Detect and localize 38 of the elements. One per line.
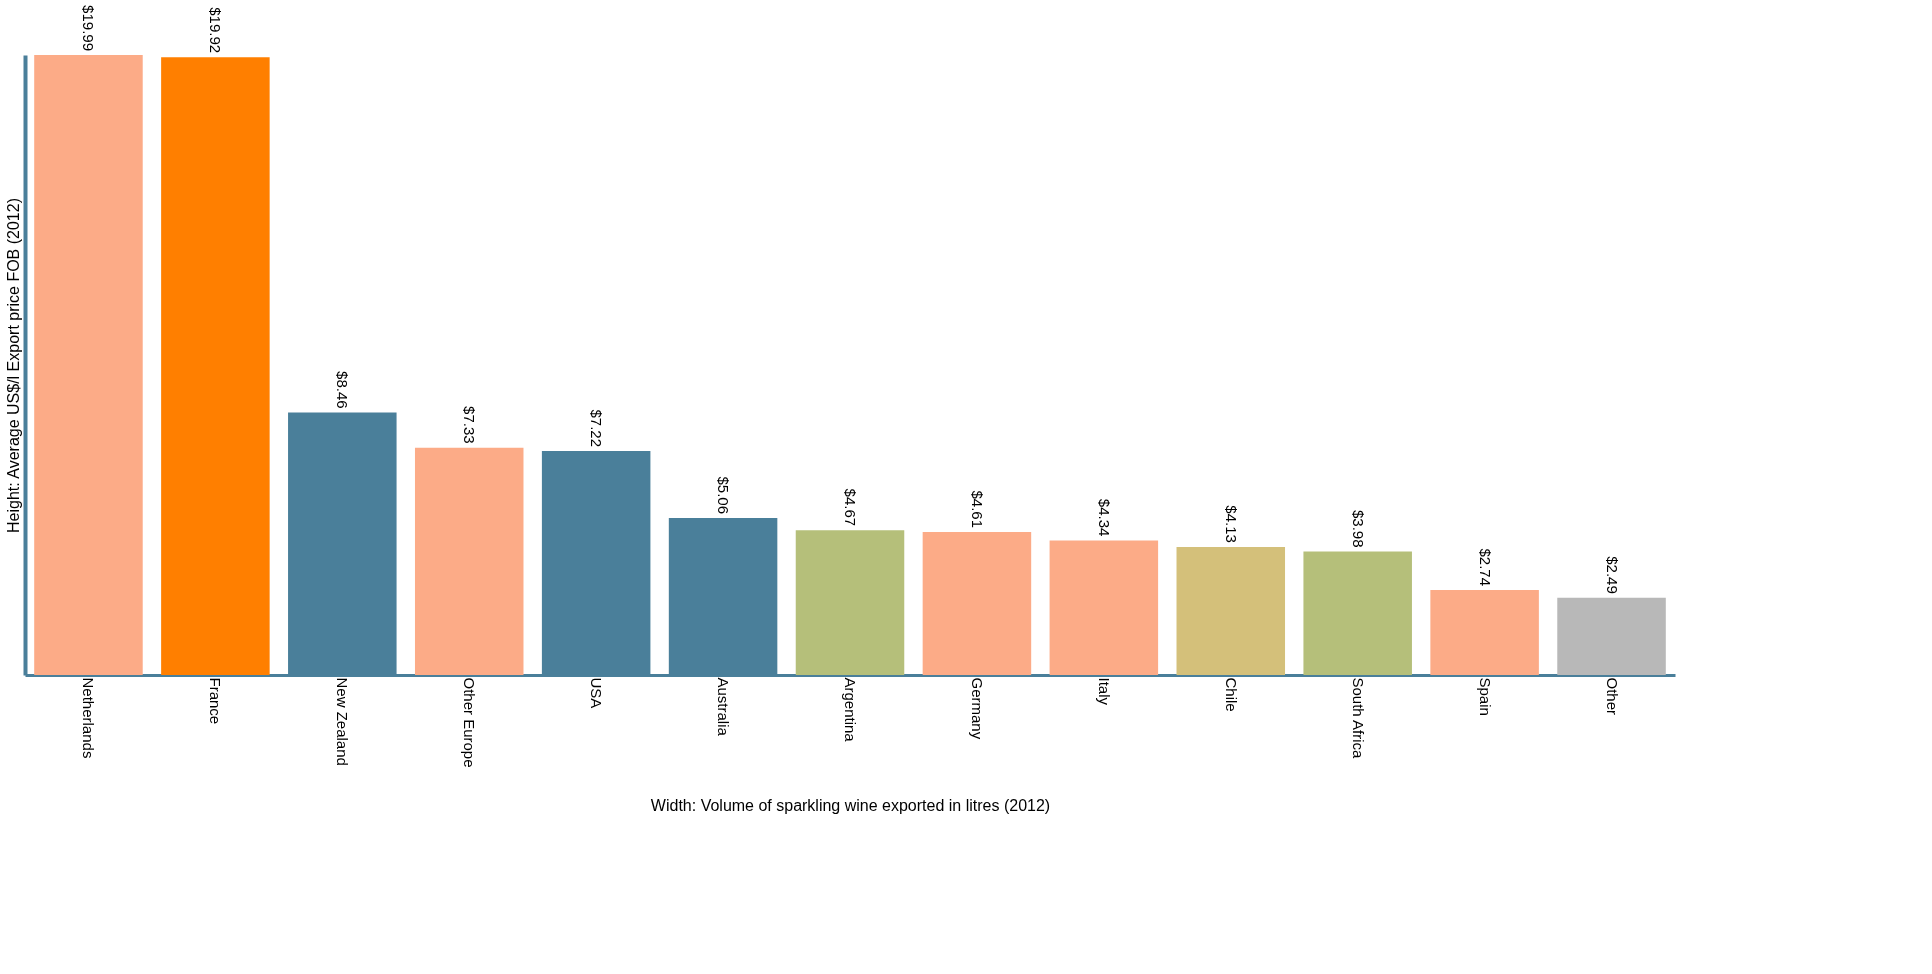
bar	[161, 57, 270, 675]
x-tick-label: New Zealand	[334, 677, 352, 766]
bar	[1303, 551, 1412, 675]
x-tick-label: Argentina	[842, 677, 859, 743]
x-tick-label: Italy	[1095, 677, 1113, 706]
data-label: $4.67	[842, 488, 859, 527]
x-tick-label: Other	[1603, 677, 1621, 716]
x-axis-title: Width: Volume of sparkling wine exported in litres (2012)	[650, 796, 1051, 814]
y-axis-title: Height: Average US$/l Export price FOB (2012)	[4, 198, 22, 533]
x-tick-label: Germany	[968, 677, 986, 740]
data-label: $19.99	[80, 5, 98, 51]
data-label: $2.74	[1476, 548, 1494, 587]
data-label: $7.22	[588, 409, 606, 448]
data-label: $4.34	[1095, 498, 1113, 537]
bar	[1430, 590, 1539, 675]
bar	[1176, 546, 1286, 675]
bar	[414, 447, 524, 675]
bar	[1557, 597, 1666, 675]
x-tick-label: Spain	[1476, 677, 1494, 716]
bar	[34, 55, 143, 675]
data-label: $4.13	[1222, 505, 1240, 543]
data-label: $2.49	[1603, 556, 1621, 594]
data-label: $7.33	[461, 406, 479, 444]
x-tick-label: Chile	[1222, 677, 1240, 712]
x-tick-label: South Africa	[1349, 677, 1367, 760]
bar	[1049, 540, 1159, 675]
x-tick-label: France	[207, 677, 225, 725]
data-label: $5.06	[715, 476, 733, 515]
data-label: $8.46	[334, 371, 352, 409]
x-tick-label: USA	[588, 677, 606, 709]
x-tick-label: Australia	[715, 677, 733, 737]
data-label: $3.98	[1349, 510, 1367, 548]
x-tick-label: Netherlands	[80, 677, 98, 759]
data-label: $19.92	[207, 7, 225, 54]
bar	[795, 530, 905, 675]
bar	[922, 532, 1032, 675]
data-label: $4.61	[968, 490, 986, 529]
x-tick-label: Other Europe	[461, 677, 479, 768]
